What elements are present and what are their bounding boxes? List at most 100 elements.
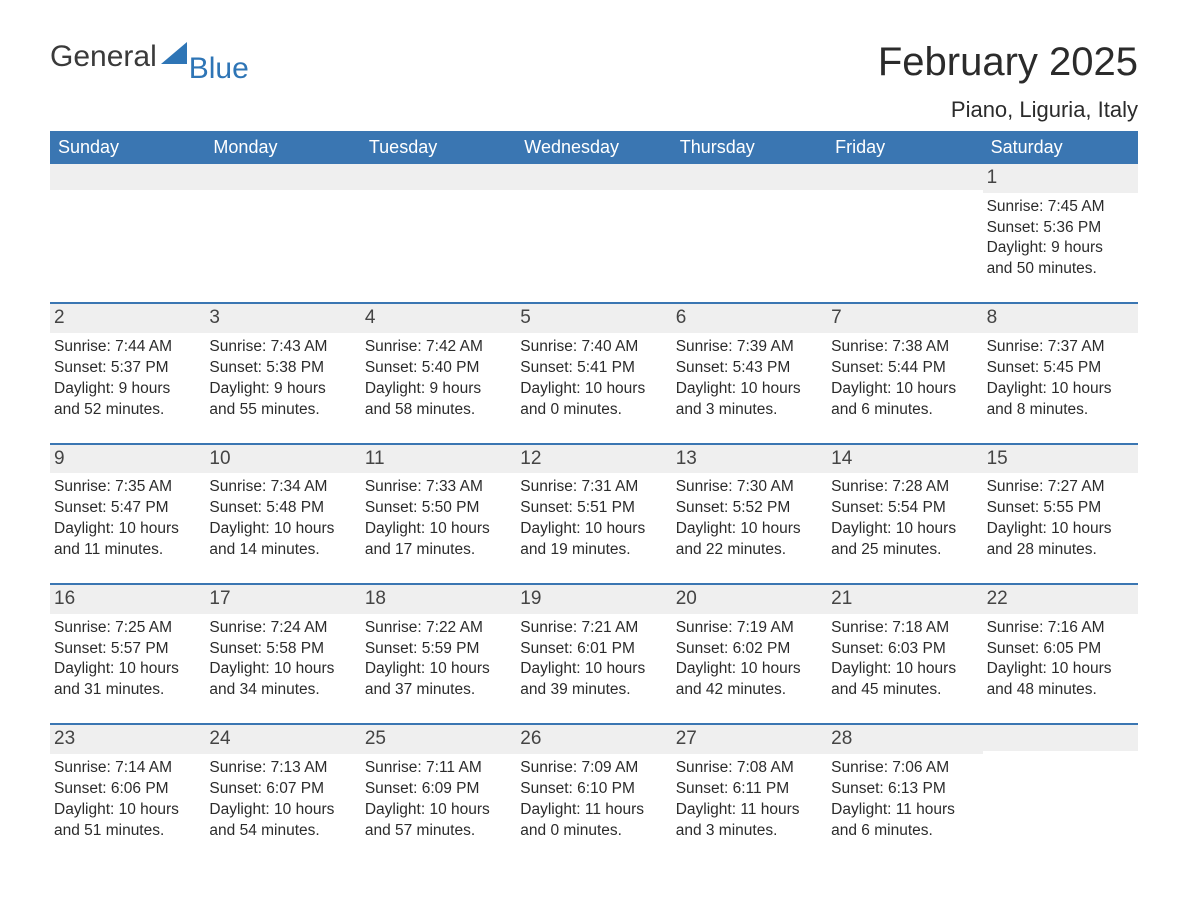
day-cell: 14Sunrise: 7:28 AMSunset: 5:54 PMDayligh… bbox=[827, 445, 982, 567]
sunset-text: Sunset: 6:09 PM bbox=[365, 779, 508, 800]
day-number: 13 bbox=[672, 445, 827, 474]
day-cell bbox=[205, 164, 360, 286]
daylight1-text: Daylight: 10 hours bbox=[54, 800, 197, 821]
daylight2-text: and 14 minutes. bbox=[209, 540, 352, 561]
sunrise-text: Sunrise: 7:37 AM bbox=[987, 337, 1130, 358]
day-number: 17 bbox=[205, 585, 360, 614]
daylight2-text: and 42 minutes. bbox=[676, 680, 819, 701]
day-cell: 27Sunrise: 7:08 AMSunset: 6:11 PMDayligh… bbox=[672, 725, 827, 847]
sunset-text: Sunset: 5:47 PM bbox=[54, 498, 197, 519]
daylight1-text: Daylight: 9 hours bbox=[365, 379, 508, 400]
sunset-text: Sunset: 5:36 PM bbox=[987, 218, 1130, 239]
weekday-wednesday: Wednesday bbox=[516, 131, 671, 164]
daylight2-text: and 19 minutes. bbox=[520, 540, 663, 561]
day-number bbox=[516, 164, 671, 190]
daylight2-text: and 52 minutes. bbox=[54, 400, 197, 421]
daylight1-text: Daylight: 11 hours bbox=[676, 800, 819, 821]
daylight1-text: Daylight: 10 hours bbox=[209, 659, 352, 680]
day-cell: 10Sunrise: 7:34 AMSunset: 5:48 PMDayligh… bbox=[205, 445, 360, 567]
sunrise-text: Sunrise: 7:16 AM bbox=[987, 618, 1130, 639]
day-number: 6 bbox=[672, 304, 827, 333]
sunrise-text: Sunrise: 7:18 AM bbox=[831, 618, 974, 639]
day-number: 20 bbox=[672, 585, 827, 614]
day-cell: 1Sunrise: 7:45 AMSunset: 5:36 PMDaylight… bbox=[983, 164, 1138, 286]
day-number: 28 bbox=[827, 725, 982, 754]
day-cell bbox=[983, 725, 1138, 847]
daylight2-text: and 50 minutes. bbox=[987, 259, 1130, 280]
daylight1-text: Daylight: 10 hours bbox=[831, 519, 974, 540]
top-row: General Blue February 2025 Piano, Liguri… bbox=[50, 40, 1138, 123]
daylight2-text: and 57 minutes. bbox=[365, 821, 508, 842]
day-number: 15 bbox=[983, 445, 1138, 474]
day-cell bbox=[50, 164, 205, 286]
week-row: 1Sunrise: 7:45 AMSunset: 5:36 PMDaylight… bbox=[50, 164, 1138, 286]
daylight1-text: Daylight: 10 hours bbox=[676, 379, 819, 400]
sunrise-text: Sunrise: 7:21 AM bbox=[520, 618, 663, 639]
daylight1-text: Daylight: 11 hours bbox=[831, 800, 974, 821]
daylight2-text: and 25 minutes. bbox=[831, 540, 974, 561]
day-cell: 19Sunrise: 7:21 AMSunset: 6:01 PMDayligh… bbox=[516, 585, 671, 707]
sunrise-text: Sunrise: 7:40 AM bbox=[520, 337, 663, 358]
daylight1-text: Daylight: 9 hours bbox=[209, 379, 352, 400]
sunrise-text: Sunrise: 7:13 AM bbox=[209, 758, 352, 779]
daylight1-text: Daylight: 10 hours bbox=[520, 519, 663, 540]
sunrise-text: Sunrise: 7:35 AM bbox=[54, 477, 197, 498]
day-number: 11 bbox=[361, 445, 516, 474]
day-number bbox=[50, 164, 205, 190]
sunset-text: Sunset: 5:55 PM bbox=[987, 498, 1130, 519]
daylight1-text: Daylight: 11 hours bbox=[520, 800, 663, 821]
daylight1-text: Daylight: 10 hours bbox=[987, 519, 1130, 540]
sunrise-text: Sunrise: 7:42 AM bbox=[365, 337, 508, 358]
daylight1-text: Daylight: 10 hours bbox=[987, 659, 1130, 680]
daylight2-text: and 6 minutes. bbox=[831, 400, 974, 421]
sunrise-text: Sunrise: 7:22 AM bbox=[365, 618, 508, 639]
day-cell: 28Sunrise: 7:06 AMSunset: 6:13 PMDayligh… bbox=[827, 725, 982, 847]
day-number: 21 bbox=[827, 585, 982, 614]
sunrise-text: Sunrise: 7:39 AM bbox=[676, 337, 819, 358]
sunset-text: Sunset: 5:38 PM bbox=[209, 358, 352, 379]
sunset-text: Sunset: 5:50 PM bbox=[365, 498, 508, 519]
sunset-text: Sunset: 5:41 PM bbox=[520, 358, 663, 379]
sunset-text: Sunset: 6:05 PM bbox=[987, 639, 1130, 660]
daylight2-text: and 45 minutes. bbox=[831, 680, 974, 701]
daylight1-text: Daylight: 10 hours bbox=[365, 519, 508, 540]
daylight2-text: and 58 minutes. bbox=[365, 400, 508, 421]
week-row: 16Sunrise: 7:25 AMSunset: 5:57 PMDayligh… bbox=[50, 583, 1138, 707]
sunset-text: Sunset: 5:43 PM bbox=[676, 358, 819, 379]
day-cell: 11 Sunrise: 7:33 AMSunset: 5:50 PMDayligh… bbox=[361, 445, 516, 567]
daylight2-text: and 8 minutes. bbox=[987, 400, 1130, 421]
day-number bbox=[361, 164, 516, 190]
day-cell: 22Sunrise: 7:16 AMSunset: 6:05 PMDayligh… bbox=[983, 585, 1138, 707]
day-number bbox=[205, 164, 360, 190]
sunset-text: Sunset: 5:52 PM bbox=[676, 498, 819, 519]
sunrise-text: Sunrise: 7:38 AM bbox=[831, 337, 974, 358]
daylight1-text: Daylight: 10 hours bbox=[54, 519, 197, 540]
sunrise-text: Sunrise: 7:43 AM bbox=[209, 337, 352, 358]
title-block: February 2025 Piano, Liguria, Italy bbox=[878, 40, 1138, 123]
day-cell: 4Sunrise: 7:42 AMSunset: 5:40 PMDaylight… bbox=[361, 304, 516, 426]
day-cell bbox=[361, 164, 516, 286]
weekday-tuesday: Tuesday bbox=[361, 131, 516, 164]
day-cell bbox=[516, 164, 671, 286]
day-number: 14 bbox=[827, 445, 982, 474]
day-number: 27 bbox=[672, 725, 827, 754]
day-number: 24 bbox=[205, 725, 360, 754]
daylight1-text: Daylight: 10 hours bbox=[365, 659, 508, 680]
sunset-text: Sunset: 5:54 PM bbox=[831, 498, 974, 519]
weekday-friday: Friday bbox=[827, 131, 982, 164]
day-cell: 15Sunrise: 7:27 AMSunset: 5:55 PMDayligh… bbox=[983, 445, 1138, 567]
sunrise-text: Sunrise: 7:33 AM bbox=[365, 477, 508, 498]
daylight2-text: and 0 minutes. bbox=[520, 821, 663, 842]
weekday-header: SundayMondayTuesdayWednesdayThursdayFrid… bbox=[50, 131, 1138, 164]
day-number: 3 bbox=[205, 304, 360, 333]
daylight2-text: and 17 minutes. bbox=[365, 540, 508, 561]
weeks-container: 1Sunrise: 7:45 AMSunset: 5:36 PMDaylight… bbox=[50, 164, 1138, 848]
month-title: February 2025 bbox=[878, 40, 1138, 85]
week-row: 9Sunrise: 7:35 AMSunset: 5:47 PMDaylight… bbox=[50, 443, 1138, 567]
day-cell: 9Sunrise: 7:35 AMSunset: 5:47 PMDaylight… bbox=[50, 445, 205, 567]
sunrise-text: Sunrise: 7:31 AM bbox=[520, 477, 663, 498]
daylight2-text: and 55 minutes. bbox=[209, 400, 352, 421]
sunset-text: Sunset: 6:13 PM bbox=[831, 779, 974, 800]
day-number: 18 bbox=[361, 585, 516, 614]
sunrise-text: Sunrise: 7:45 AM bbox=[987, 197, 1130, 218]
